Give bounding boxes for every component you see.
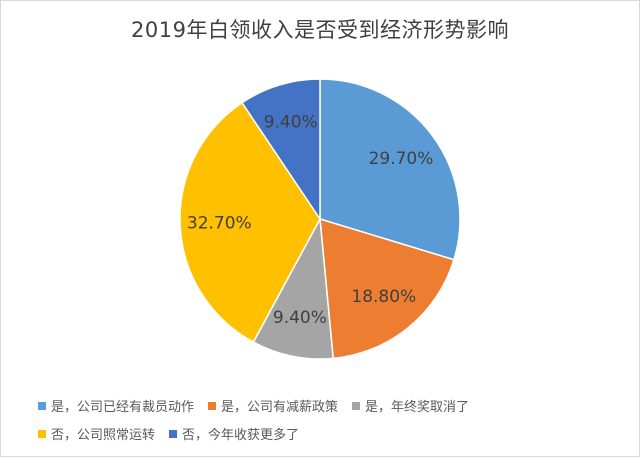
- data-label-1: 29.70%: [369, 149, 434, 169]
- data-label-2: 18.80%: [351, 287, 416, 307]
- pie-slice-4: [179, 101, 321, 344]
- legend-item-5: 否，今年收获更多了: [169, 424, 299, 443]
- legend-label-4: 否，公司照常运转: [51, 428, 156, 443]
- legend-swatch-1: [38, 401, 46, 410]
- legend-item-1: 是，公司已经有裁员动作: [38, 396, 194, 415]
- legend-label-2: 是，公司有减薪政策: [221, 400, 339, 415]
- pie-slice-1: [319, 78, 461, 261]
- legend-label-5: 否，今年收获更多了: [182, 428, 300, 443]
- legend-item-3: 是，年终奖取消了: [352, 396, 469, 415]
- data-label-3: 9.40%: [273, 308, 327, 328]
- chart-title: 2019年白领收入是否受到经济形势影响: [131, 18, 509, 42]
- data-label-4: 32.70%: [187, 214, 252, 234]
- pie-slice-2: [319, 217, 455, 360]
- legend-swatch-3: [352, 401, 361, 410]
- pie-slice-5: [240, 78, 321, 222]
- pie-slice-3: [252, 216, 334, 360]
- legend-row-2: 否，公司照常运转 否，今年收获更多了: [38, 424, 313, 443]
- legend-row-1: 是，公司已经有裁员动作 是，公司有减薪政策 是，年终奖取消了: [38, 396, 483, 415]
- legend-swatch-2: [208, 401, 217, 410]
- legend-item-4: 否，公司照常运转: [38, 424, 155, 443]
- legend-swatch-5: [169, 429, 178, 438]
- legend-label-3: 是，年终奖取消了: [365, 400, 470, 415]
- data-label-5: 9.40%: [264, 113, 318, 133]
- legend-item-2: 是，公司有减薪政策: [208, 396, 338, 415]
- legend-label-1: 是，公司已经有裁员动作: [51, 400, 195, 415]
- legend-swatch-4: [38, 429, 46, 438]
